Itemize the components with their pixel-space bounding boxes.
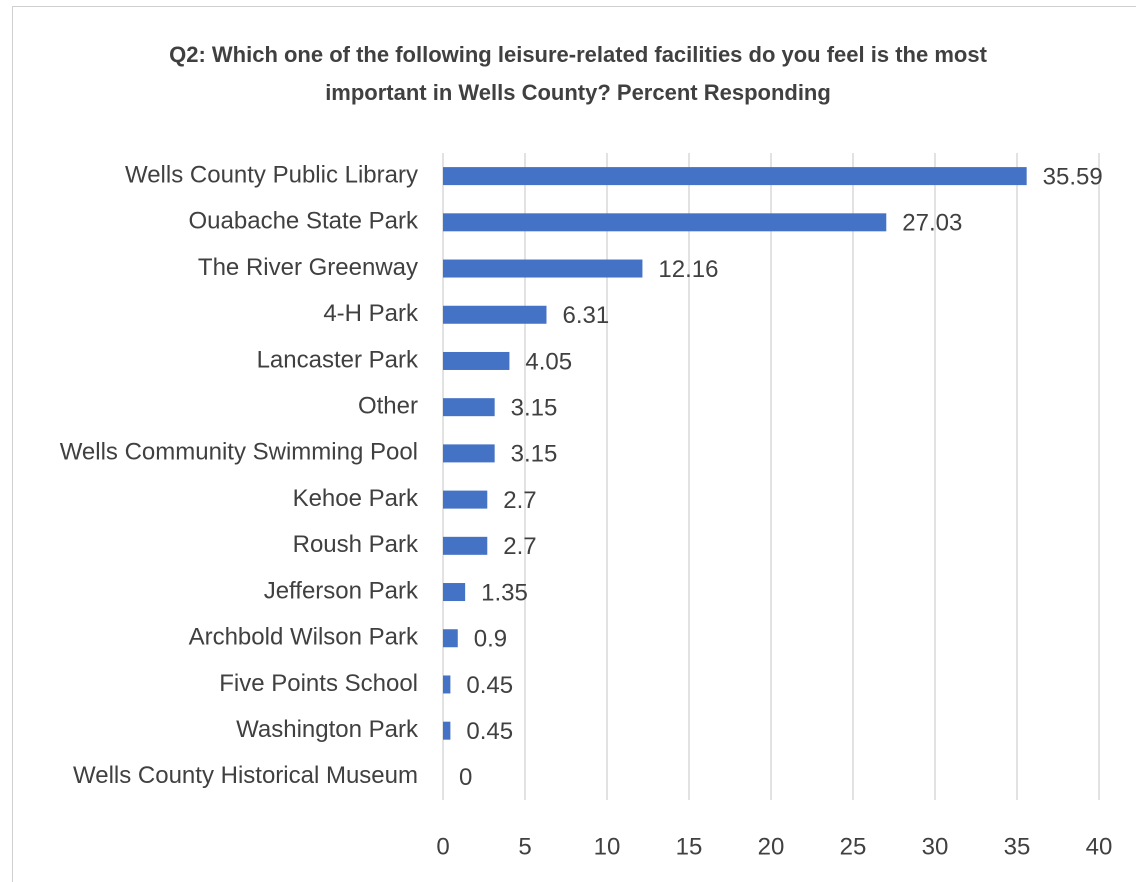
y-tick-label: Wells County Historical Museum	[73, 762, 418, 789]
x-tick-label: 10	[594, 833, 621, 860]
y-tick-label: Kehoe Park	[293, 485, 419, 512]
data-label: 1.35	[481, 579, 528, 606]
bar	[443, 444, 495, 463]
data-label: 2.7	[503, 487, 536, 514]
y-tick-label: Other	[358, 393, 418, 420]
y-tick-label: Wells Community Swimming Pool	[60, 439, 418, 466]
data-label: 3.15	[511, 441, 558, 468]
bar	[443, 305, 547, 324]
bar	[443, 629, 458, 648]
data-label: 0.45	[466, 718, 513, 745]
data-label: 4.05	[525, 348, 572, 375]
bar	[443, 351, 510, 370]
data-label: 2.7	[503, 533, 536, 560]
y-tick-label: Archbold Wilson Park	[189, 624, 419, 651]
x-tick-label: 20	[758, 833, 785, 860]
x-tick-label: 35	[1004, 833, 1031, 860]
bar	[443, 721, 451, 740]
data-label: 6.31	[562, 302, 609, 329]
x-tick-label: 5	[518, 833, 531, 860]
data-label: 0.45	[466, 672, 513, 699]
data-label: 0	[459, 764, 472, 791]
y-tick-label: Wells County Public Library	[125, 161, 418, 188]
bar	[443, 167, 1027, 186]
bar	[443, 398, 495, 417]
bar	[443, 490, 488, 509]
data-label: 0.9	[474, 626, 507, 653]
y-tick-label: Lancaster Park	[257, 346, 419, 373]
y-tick-label: Five Points School	[219, 670, 418, 697]
bar	[443, 213, 887, 232]
x-tick-label: 40	[1086, 833, 1113, 860]
x-tick-label: 15	[676, 833, 703, 860]
x-tick-label: 25	[840, 833, 867, 860]
y-tick-label: 4-H Park	[323, 300, 419, 327]
x-tick-label: 0	[436, 833, 449, 860]
data-label: 35.59	[1043, 163, 1103, 190]
chart-frame	[12, 6, 1136, 882]
bar	[443, 583, 466, 602]
bar	[443, 536, 488, 555]
x-tick-label: 30	[922, 833, 949, 860]
data-label: 27.03	[902, 210, 962, 237]
bar	[443, 675, 451, 694]
y-tick-label: Ouabache State Park	[189, 208, 419, 235]
y-tick-label: Roush Park	[293, 531, 419, 558]
data-label: 3.15	[511, 395, 558, 422]
data-label: 12.16	[658, 256, 718, 283]
chart-title: Q2: Which one of the following leisure-r…	[169, 42, 987, 105]
y-tick-label: The River Greenway	[198, 254, 418, 281]
y-tick-label: Jefferson Park	[264, 577, 419, 604]
y-tick-label: Washington Park	[236, 716, 419, 743]
bar	[443, 259, 643, 278]
